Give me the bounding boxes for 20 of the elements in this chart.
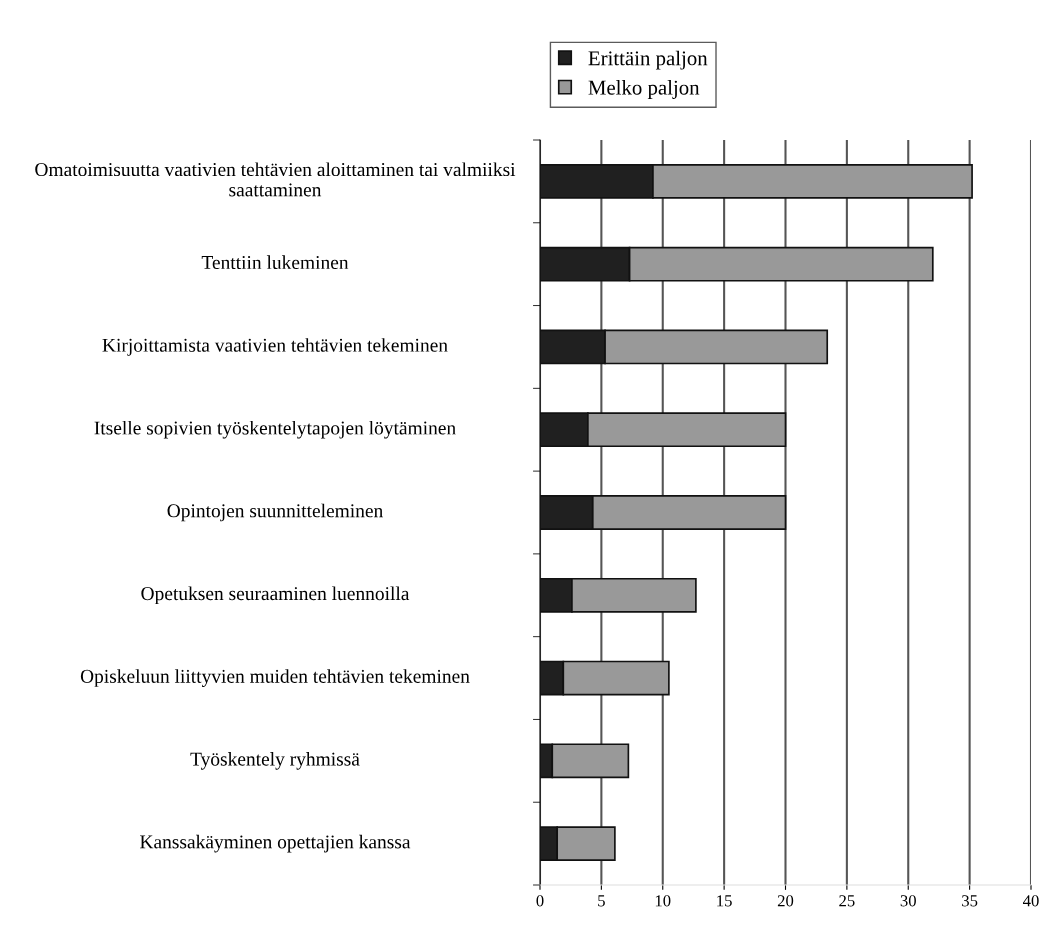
y-tick-label: Omatoimisuutta vaativien tehtävien aloittaminen tai valmiiksi saattaminen [35,162,516,197]
legend-label: Erittäin paljon [588,50,708,70]
y-tick-label: Tenttiin lukeminen [201,255,349,270]
y-tick-label: Opintojen suunnitteleminen [167,503,383,522]
x-tick-label: 0 [536,895,544,907]
x-tick-label: 10 [655,895,671,907]
y-tick-label: Opiskeluun liittyvien muiden tehtävien tekeminen [80,669,470,687]
x-tick-label: 35 [962,895,978,907]
x-tick-label: 15 [717,895,732,907]
y-tick-label: Työskentely ryhmissä [190,751,360,770]
y-tick-label: Opetuksen seuraaminen luennoilla [141,586,410,605]
x-tick-label: 40 [1022,895,1039,907]
x-tick-label: 20 [777,895,794,907]
x-tick-label: 25 [839,895,855,907]
legend-label: Melko paljon [588,80,700,99]
y-tick-label: Kirjoittamista vaativien tehtävien tekeminen [102,338,448,356]
x-tick-label: 30 [900,895,916,907]
y-tick-label: Kanssakäyminen opettajien kanssa [140,834,411,853]
y-tick-label: Itselle sopivien työskentelytapojen löytäminen [94,420,456,439]
x-tick-label: 5 [598,895,605,907]
